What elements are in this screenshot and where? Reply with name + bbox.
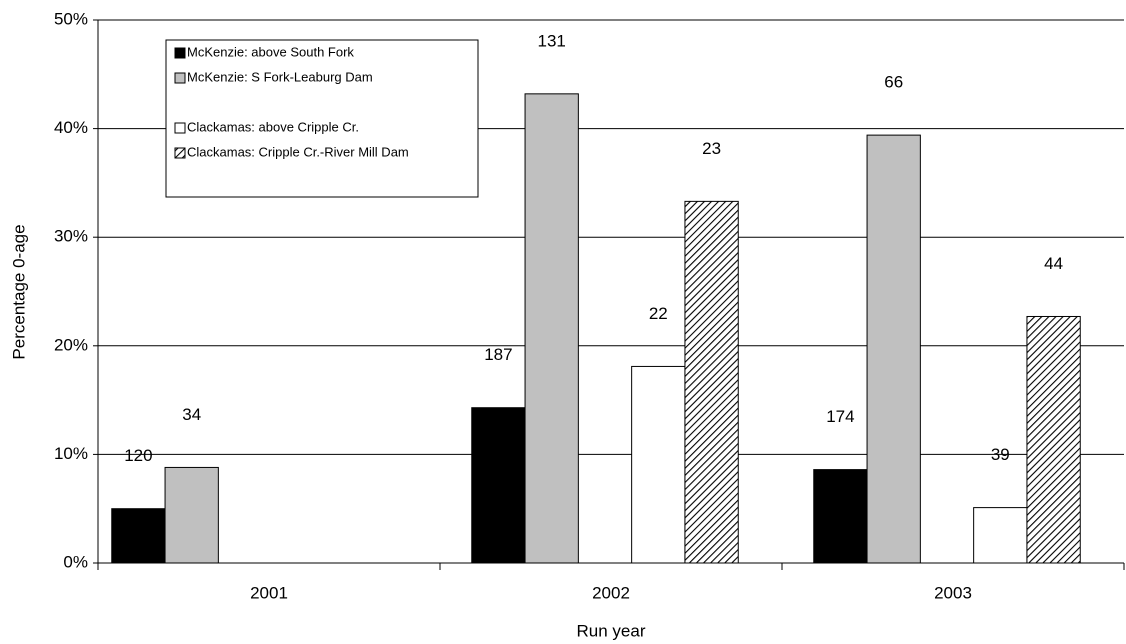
bar	[471, 407, 526, 564]
y-tick-label: 50%	[54, 9, 88, 28]
x-axis-title: Run year	[577, 621, 646, 640]
legend-swatch	[174, 47, 186, 59]
data-label: 174	[826, 407, 854, 426]
bar	[111, 508, 166, 564]
legend-label: McKenzie: S Fork-Leaburg Dam	[187, 69, 373, 84]
data-label: 44	[1044, 254, 1063, 273]
data-label: 22	[649, 304, 668, 323]
data-label: 23	[702, 139, 721, 158]
bar	[524, 93, 579, 564]
data-label: 66	[884, 73, 903, 92]
legend-label: Clackamas: above Cripple Cr.	[187, 119, 359, 134]
bar	[164, 466, 219, 564]
y-tick-label: 10%	[54, 444, 88, 463]
y-tick-label: 40%	[54, 118, 88, 137]
data-label: 131	[538, 31, 566, 50]
legend-swatch	[174, 122, 186, 134]
x-tick-label: 2001	[250, 583, 288, 602]
legend-swatch	[174, 72, 186, 84]
bar	[973, 507, 1028, 564]
data-label: 187	[484, 345, 512, 364]
y-tick-label: 0%	[63, 552, 88, 571]
x-tick-label: 2003	[934, 583, 972, 602]
bar	[684, 200, 739, 564]
bar	[1026, 315, 1081, 564]
y-tick-label: 20%	[54, 335, 88, 354]
bar	[813, 469, 868, 564]
data-label: 120	[124, 446, 152, 465]
legend-label: Clackamas: Cripple Cr.-River Mill Dam	[187, 144, 409, 159]
x-tick-label: 2002	[592, 583, 630, 602]
y-tick-label: 30%	[54, 227, 88, 246]
bar	[866, 134, 921, 564]
y-axis-title: Percentage 0-age	[9, 224, 28, 359]
data-label: 39	[991, 445, 1010, 464]
legend-swatch	[174, 147, 186, 159]
data-label: 34	[182, 405, 201, 424]
bar	[631, 365, 686, 564]
legend: McKenzie: above South Fork McKenzie: S Fo…	[165, 39, 479, 198]
legend-box	[165, 39, 479, 198]
legend-label: McKenzie: above South Fork	[187, 44, 354, 59]
